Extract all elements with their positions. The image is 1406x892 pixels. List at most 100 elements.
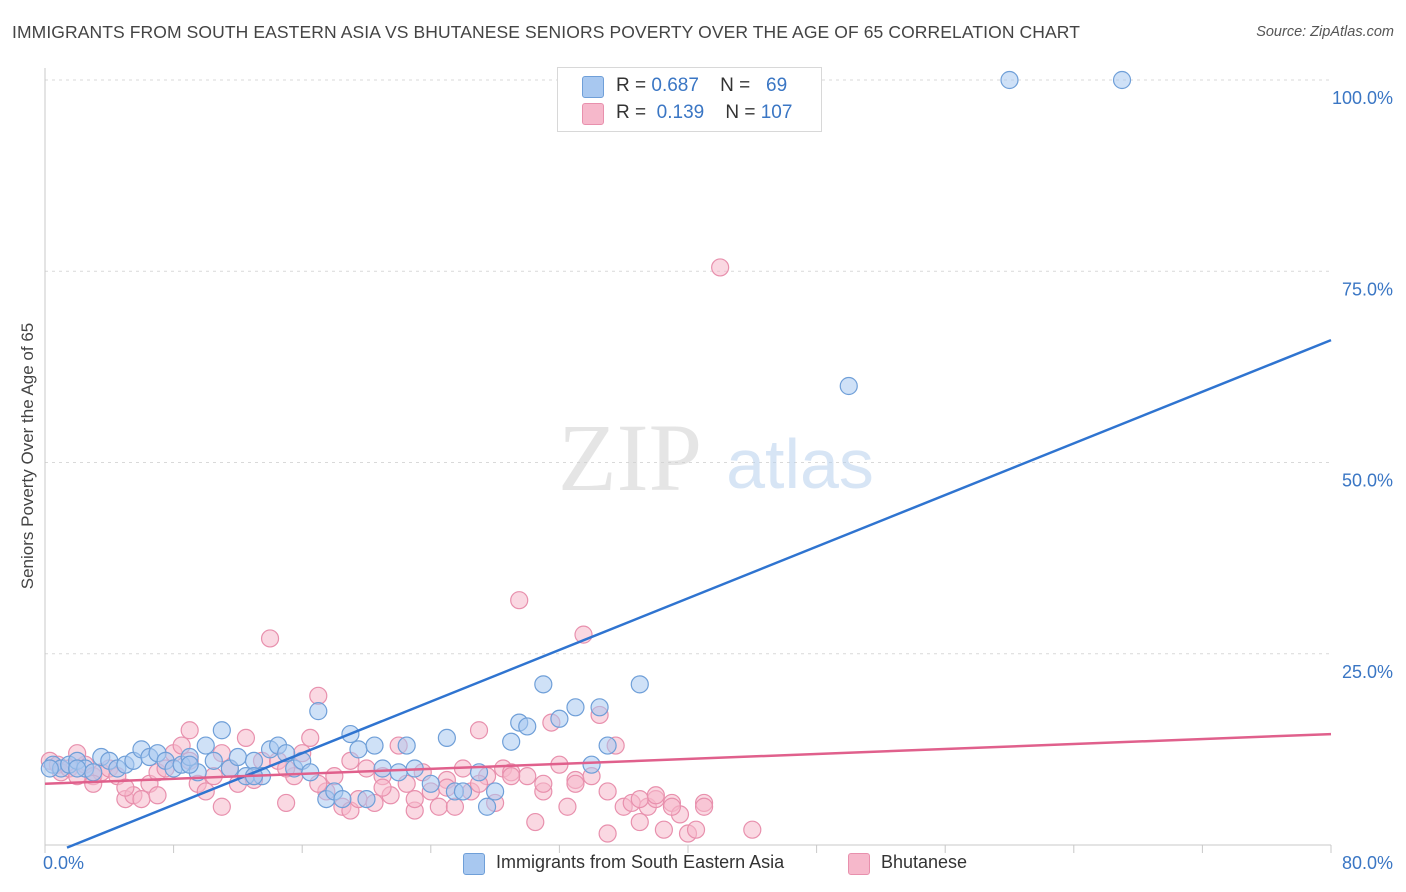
y-tick-label: 50.0% — [1342, 471, 1393, 491]
sea-point — [180, 755, 199, 774]
sea-point — [566, 698, 585, 717]
sea-point — [349, 740, 368, 759]
sea-point — [84, 763, 103, 782]
sea-point — [590, 698, 609, 717]
axes — [44, 68, 1332, 853]
bhutanese-point — [469, 721, 489, 740]
bhutanese-point — [116, 778, 135, 797]
bhutanese-point — [711, 258, 730, 277]
bottom-legend-swatch-bhutanese — [848, 853, 870, 875]
bhutanese-point — [646, 786, 665, 805]
sea-trend-line — [66, 338, 1332, 849]
bottom-legend-label-bhutanese: Bhutanese — [881, 852, 968, 872]
sea-point — [365, 736, 384, 755]
bottom-legend-swatch-sea — [463, 853, 485, 875]
bottom-legend-label-sea: Immigrants from South Eastern Asia — [496, 852, 785, 872]
bhutanese-point — [236, 728, 256, 748]
bhutanese-point — [301, 728, 320, 748]
bhutanese-point — [534, 774, 553, 793]
sea-point — [630, 675, 649, 694]
sea-point — [486, 782, 505, 801]
legend-swatch-sea — [582, 76, 604, 98]
sea-point — [534, 675, 553, 694]
bhutanese-point — [686, 820, 706, 839]
chart-title: IMMIGRANTS FROM SOUTH EASTERN ASIA VS BH… — [12, 22, 1080, 42]
sea-point — [453, 782, 473, 801]
legend-n-label: N = — [725, 102, 756, 123]
sea-point — [397, 736, 416, 755]
bhutanese-point — [630, 812, 649, 832]
watermark-atlas: atlas — [726, 425, 874, 503]
grid-lines — [45, 79, 1331, 655]
y-tick-label: 75.0% — [1342, 279, 1393, 299]
x-tick-label: 0.0% — [43, 853, 84, 873]
sea-point — [598, 736, 617, 755]
bhutanese-point — [445, 797, 465, 816]
sea-point — [839, 376, 858, 396]
tick-labels: 25.0% 50.0% 75.0% 100.0% 0.0% 80.0% — [43, 88, 1393, 873]
bhutanese-point — [148, 786, 167, 805]
y-tick-label: 100.0% — [1332, 88, 1393, 108]
bhutanese-point — [357, 759, 376, 778]
bhutanese-point — [662, 797, 682, 816]
bhutanese-point — [502, 767, 521, 786]
sea-point — [40, 759, 59, 778]
bhutanese-point — [277, 793, 296, 813]
bhutanese-point — [212, 797, 231, 816]
watermark: ZIP atlas — [558, 404, 874, 511]
sea-point — [333, 789, 352, 809]
sea-point — [1112, 70, 1132, 90]
sea-point — [437, 728, 456, 748]
bhutanese-point — [518, 767, 537, 786]
bhutanese-point — [260, 629, 280, 648]
chart-source: Source: ZipAtlas.com — [1256, 24, 1394, 40]
sea-point — [309, 702, 328, 721]
sea-point — [68, 759, 87, 778]
sea-point — [373, 759, 392, 778]
bhutanese-point — [558, 797, 577, 816]
legend-r-label: R = — [616, 102, 647, 123]
legend-r-label: R = — [616, 75, 647, 96]
sea-point — [1000, 70, 1019, 90]
sea-point — [389, 763, 408, 782]
legend-r-value: 0.687 — [651, 75, 699, 96]
bhutanese-point — [325, 767, 344, 786]
sea-point — [204, 751, 223, 770]
legend-n-value: 69 — [766, 75, 788, 96]
sea-point — [550, 709, 569, 728]
bhutanese-point — [598, 824, 617, 843]
sea-point — [196, 736, 215, 755]
bhutanese-point — [654, 820, 673, 839]
sea-point — [228, 747, 247, 767]
bhutanese-point — [309, 686, 328, 705]
bhutanese-point — [510, 591, 529, 610]
correlation-legend: R = 0.687 N = 69 R = 0.139 N = 107 — [557, 67, 822, 132]
bhutanese-point — [566, 774, 585, 793]
legend-n-label: N = — [720, 75, 751, 96]
bhutanese-trend-line — [44, 732, 1332, 786]
legend-n-value: 107 — [760, 102, 793, 123]
sea-point — [244, 751, 264, 770]
sea-point — [421, 774, 440, 793]
sea-point — [518, 717, 537, 736]
sea-point — [212, 721, 231, 740]
watermark-zip: ZIP — [558, 404, 702, 511]
legend-r-value: 0.139 — [656, 102, 705, 123]
bhutanese-point — [743, 820, 762, 839]
bhutanese-point — [405, 789, 424, 809]
y-tick-label: 25.0% — [1342, 662, 1393, 682]
trend-lines — [44, 338, 1332, 849]
sea-point — [502, 732, 521, 751]
bhutanese-point — [630, 789, 649, 809]
sea-point — [582, 755, 601, 774]
bhutanese-point — [526, 812, 545, 832]
sea-point — [357, 789, 376, 809]
bhutanese-point — [373, 778, 392, 797]
bhutanese-point — [429, 797, 448, 816]
sea-point — [477, 797, 497, 816]
bhutanese-point — [132, 789, 151, 809]
bhutanese-point — [598, 782, 617, 801]
legend-swatch-bhutanese — [582, 103, 604, 125]
bhutanese-point — [180, 721, 199, 740]
